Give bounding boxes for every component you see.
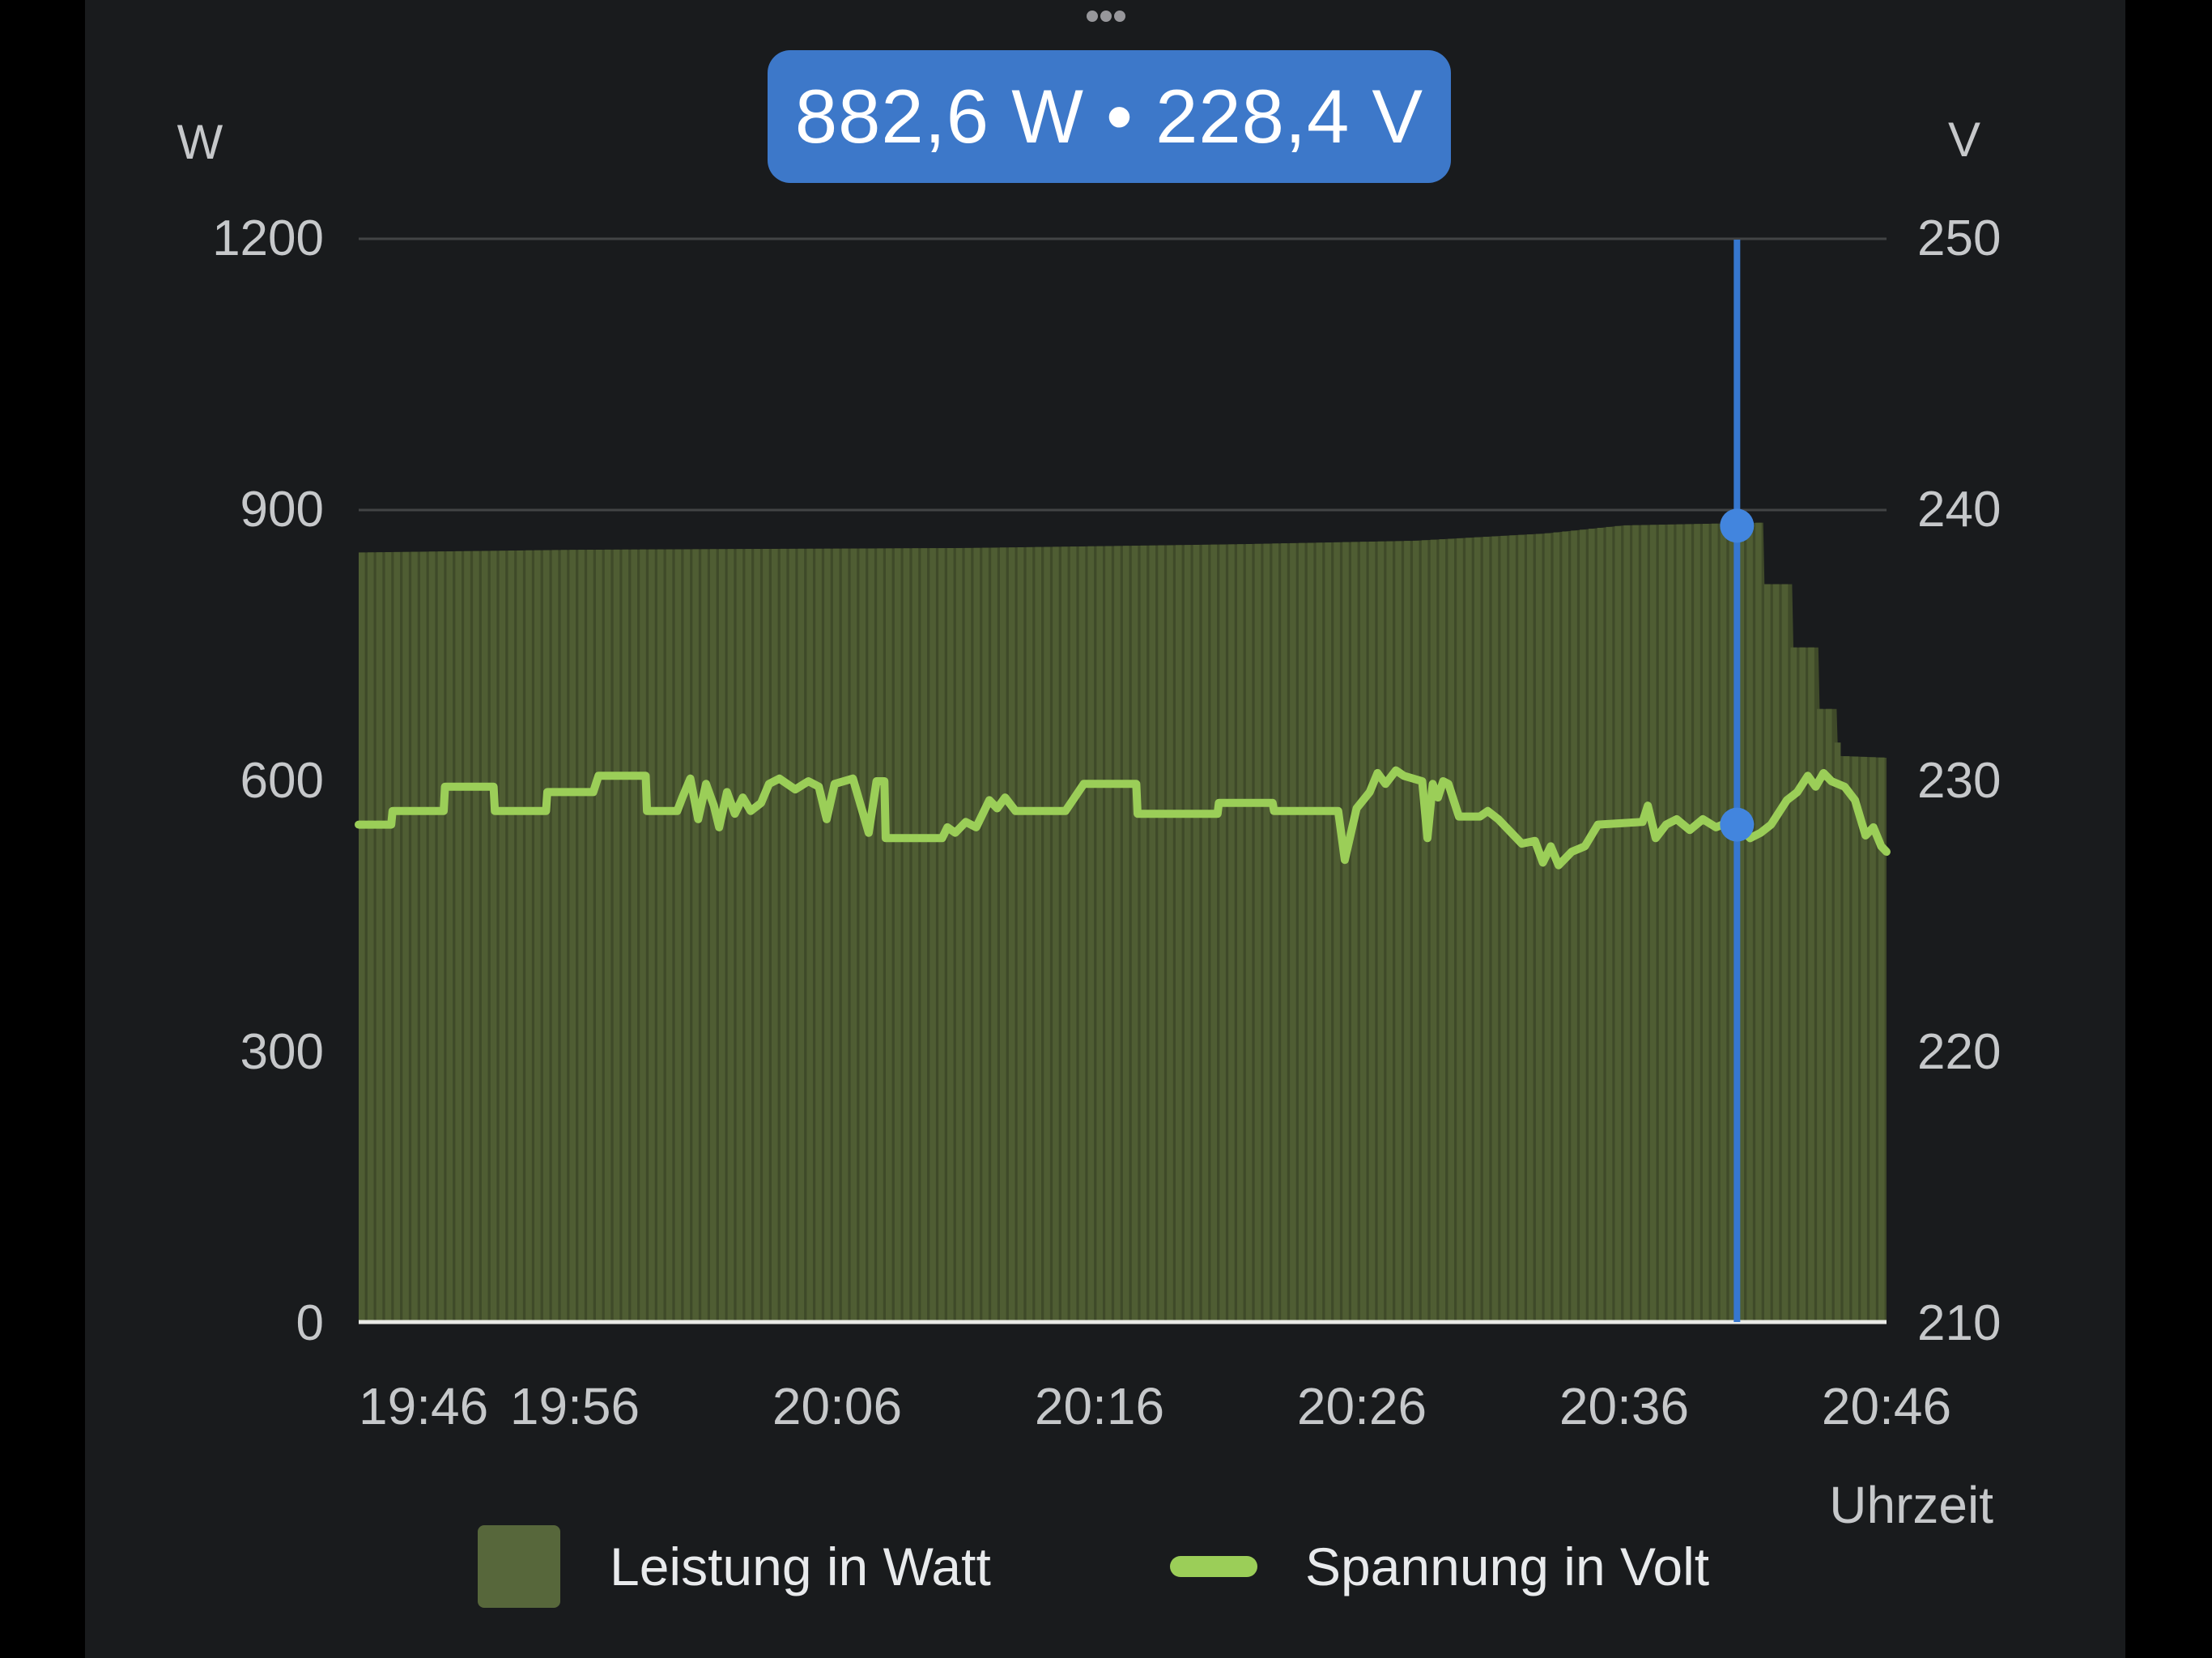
- left-axis-tick: 0: [296, 1295, 324, 1351]
- drag-handle-dot: [1100, 11, 1112, 22]
- right-axis-tick: 230: [1917, 753, 2001, 809]
- drag-handle-dot: [1087, 11, 1098, 22]
- chart-tooltip: 882,6 W • 228,4 V: [768, 50, 1451, 183]
- cursor-dot-power: [1720, 508, 1755, 543]
- x-axis-tick: 20:06: [772, 1377, 903, 1435]
- left-axis-tick: 300: [240, 1024, 324, 1080]
- x-axis-title: Uhrzeit: [1829, 1476, 1993, 1534]
- window-drag-handle[interactable]: [1087, 11, 1125, 22]
- drag-handle-dot: [1114, 11, 1125, 22]
- legend-swatch-power[interactable]: [478, 1525, 560, 1608]
- left-axis-unit-label: W: [177, 115, 223, 169]
- right-axis-tick: 220: [1917, 1024, 2001, 1080]
- left-axis-tick: 600: [240, 753, 324, 809]
- chart-legend: Leistung in Watt Spannung in Volt: [0, 1525, 2212, 1608]
- x-axis-tick: 19:46: [359, 1377, 489, 1435]
- legend-swatch-voltage[interactable]: [1170, 1556, 1257, 1577]
- x-axis-tick: 20:16: [1034, 1377, 1165, 1435]
- x-axis-tick: 20:46: [1821, 1377, 1952, 1435]
- left-axis-tick: 1200: [212, 210, 324, 266]
- legend-item-power[interactable]: Leistung in Watt: [610, 1537, 991, 1596]
- power-area-series: [359, 522, 1887, 1322]
- cursor-crosshair[interactable]: [1720, 240, 1755, 1322]
- x-axis-tick: 20:36: [1559, 1377, 1690, 1435]
- x-axis-tick: 20:26: [1296, 1377, 1427, 1435]
- right-axis-tick: 250: [1917, 210, 2001, 266]
- left-axis-tick: 900: [240, 482, 324, 538]
- right-axis-tick: 240: [1917, 482, 2001, 538]
- cursor-dot-voltage: [1720, 807, 1755, 842]
- voltage-line-series: [355, 766, 1891, 869]
- right-axis-unit-label: V: [1947, 113, 1981, 167]
- right-axis-tick: 210: [1917, 1295, 2001, 1351]
- legend-item-voltage[interactable]: Spannung in Volt: [1305, 1537, 1710, 1596]
- x-axis-tick: 19:56: [509, 1377, 640, 1435]
